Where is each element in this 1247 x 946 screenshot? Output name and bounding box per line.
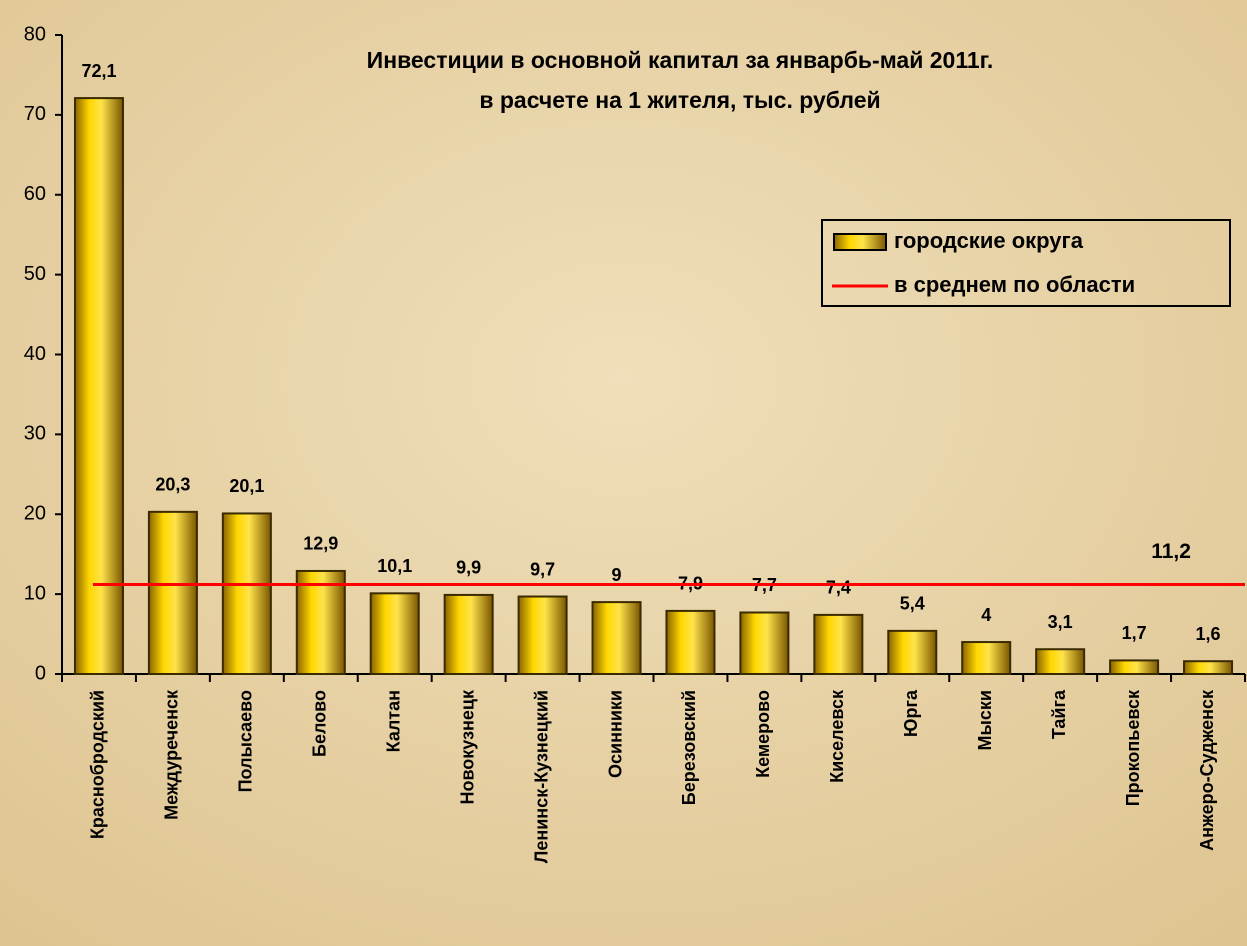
value-label: 4 bbox=[981, 605, 991, 625]
bar bbox=[813, 613, 864, 676]
x-tick-label: Юрга bbox=[901, 689, 921, 737]
legend-swatch bbox=[833, 233, 887, 251]
bar bbox=[295, 569, 346, 675]
value-label: 3,1 bbox=[1048, 612, 1073, 632]
x-tick-label: Березовский bbox=[679, 690, 699, 805]
bar bbox=[369, 592, 420, 675]
value-label: 1,7 bbox=[1122, 623, 1147, 643]
y-tick-label: 60 bbox=[24, 183, 46, 205]
x-tick-label: Мыски bbox=[975, 690, 995, 750]
bar bbox=[665, 609, 716, 675]
bar bbox=[1183, 660, 1234, 675]
y-tick-label: 40 bbox=[24, 343, 46, 365]
x-tick-label: Киселевск bbox=[827, 689, 847, 783]
x-tick-label: Анжеро-Судженск bbox=[1197, 689, 1217, 851]
value-label: 1,6 bbox=[1196, 624, 1221, 644]
bar bbox=[517, 595, 568, 675]
bar bbox=[147, 510, 198, 676]
x-tick-label: Междуреченск bbox=[162, 689, 182, 820]
value-label: 10,1 bbox=[377, 556, 412, 576]
bar bbox=[221, 512, 272, 675]
value-label: 12,9 bbox=[303, 534, 338, 554]
legend-label: городские округа bbox=[894, 228, 1084, 253]
bar bbox=[1109, 659, 1160, 676]
x-tick-label: Краснобродский bbox=[88, 690, 108, 839]
legend-box bbox=[821, 219, 1231, 307]
x-tick-label: Прокопьевск bbox=[1123, 689, 1143, 806]
bar bbox=[443, 593, 494, 676]
value-label: 9,9 bbox=[456, 558, 481, 578]
y-tick-label: 0 bbox=[35, 662, 46, 684]
x-tick-label: Калтан bbox=[383, 690, 403, 752]
bar bbox=[73, 97, 124, 675]
x-tick-label: Полысаево bbox=[236, 690, 256, 792]
y-tick-label: 70 bbox=[24, 103, 46, 125]
x-tick-label: Кемерово bbox=[753, 690, 773, 778]
y-tick-label: 50 bbox=[24, 263, 46, 285]
line-label: 11,2 bbox=[1151, 540, 1191, 563]
y-tick-label: 80 bbox=[24, 23, 46, 45]
bar bbox=[739, 611, 790, 676]
bar bbox=[887, 629, 938, 675]
chart-subtitle: в расчете на 1 жителя, тыс. рублей bbox=[479, 87, 880, 113]
y-tick-label: 10 bbox=[24, 582, 46, 604]
x-tick-label: Новокузнецк bbox=[457, 689, 477, 804]
x-tick-label: Белово bbox=[310, 690, 330, 757]
value-label: 7,4 bbox=[826, 578, 851, 598]
x-tick-label: Тайга bbox=[1049, 689, 1069, 739]
bar bbox=[961, 641, 1012, 675]
chart-title: Инвестиции в основной капитал за январбь… bbox=[367, 47, 994, 73]
y-tick-label: 20 bbox=[24, 503, 46, 525]
x-tick-label: Осинники bbox=[605, 690, 625, 778]
value-label: 20,3 bbox=[155, 475, 190, 495]
value-label: 9 bbox=[612, 565, 622, 585]
value-label: 20,1 bbox=[229, 476, 264, 496]
value-label: 5,4 bbox=[900, 594, 925, 614]
bar bbox=[1035, 648, 1086, 676]
legend-label: в среднем по области bbox=[894, 272, 1135, 297]
value-label: 9,7 bbox=[530, 559, 555, 579]
bar bbox=[591, 601, 642, 675]
value-label: 72,1 bbox=[81, 61, 116, 81]
y-tick-label: 30 bbox=[24, 423, 46, 445]
x-tick-label: Ленинск-Кузнецкий bbox=[531, 690, 551, 863]
